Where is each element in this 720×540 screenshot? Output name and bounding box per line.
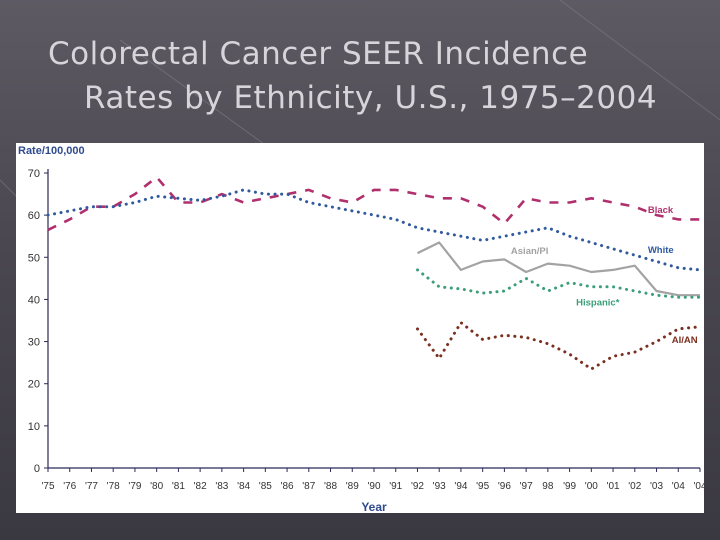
series-line-black: [47, 175, 700, 232]
x-tick-label: '85: [259, 481, 272, 492]
x-tick-label: '91: [389, 481, 402, 492]
x-tick-label: '78: [107, 481, 120, 492]
y-tick-label: 40: [28, 294, 40, 306]
series-label-hispanic: Hispanic*: [576, 297, 620, 308]
x-tick-label: '94: [454, 481, 467, 492]
x-axis-title: Year: [361, 500, 387, 513]
chart-svg: 0 10 20 30 40 50 60 70 '75 '76 '77 '78 '79 '80 '81 '82 '…: [18, 145, 704, 513]
series-line-asian-pi: [417, 241, 700, 297]
x-tick-label: '80: [150, 481, 163, 492]
slide-title: Colorectal Cancer SEER Incidence Rates b…: [30, 32, 710, 120]
slide-title-line-2: Rates by Ethnicity, U.S., 1975–2004: [84, 80, 658, 116]
series-line-white: [46, 188, 702, 272]
x-tick-label: '00: [585, 481, 598, 492]
incidence-chart: 0 10 20 30 40 50 60 70 '75 '76 '77 '78 '79 '80 '81 '82 '…: [16, 143, 704, 513]
x-tick-label: '86: [281, 481, 294, 492]
y-tick-label: 50: [28, 252, 40, 264]
x-tick-label: '93: [433, 481, 446, 492]
series-line-hispanic: [416, 268, 702, 299]
x-tick-label: '77: [85, 481, 98, 492]
decorative-diagonal-line-2: [559, 0, 720, 121]
x-tick-label: '01: [607, 481, 620, 492]
series-label-asian-pi: Asian/PI: [511, 246, 549, 257]
y-tick-label: 30: [28, 337, 40, 349]
x-tick-label: '97: [520, 481, 533, 492]
x-tick-label: '04: [672, 481, 685, 492]
x-tick-label: '03: [650, 481, 663, 492]
y-tick-label: 70: [28, 168, 40, 180]
series-label-ai-an: AI/AN: [672, 335, 698, 346]
x-tick-label: '83: [215, 481, 228, 492]
series-line-ai-an: [416, 321, 702, 371]
x-tick-label: '89: [346, 481, 359, 492]
x-tick-label: '04: [693, 481, 704, 492]
slide-title-line-1: Colorectal Cancer SEER Incidence: [48, 36, 589, 72]
x-tick-label: '92: [411, 481, 424, 492]
x-tick-label: 98: [542, 481, 554, 492]
x-tick-label: '88: [324, 481, 337, 492]
y-tick-label: 20: [28, 379, 40, 391]
x-tick-label: '82: [194, 481, 207, 492]
x-tick-label: '87: [302, 481, 315, 492]
x-tick-label: '02: [628, 481, 641, 492]
x-tick-label: '79: [128, 481, 141, 492]
x-tick-label: '81: [172, 481, 185, 492]
x-tick-label: '90: [367, 481, 380, 492]
series-label-white: White: [648, 245, 674, 256]
x-tick-label: '84: [237, 481, 250, 492]
x-tick-label: '75: [41, 481, 54, 492]
x-tick-label: '76: [63, 481, 76, 492]
series-label-black: Black: [648, 205, 674, 216]
x-tick-label: '99: [563, 481, 576, 492]
y-tick-label: 60: [28, 210, 40, 222]
y-tick-label: 10: [28, 421, 40, 433]
x-tick-label: '95: [476, 481, 489, 492]
x-tick-label: '96: [498, 481, 511, 492]
y-axis-title: Rate/100,000: [18, 145, 85, 157]
y-tick-label: 0: [34, 463, 40, 475]
